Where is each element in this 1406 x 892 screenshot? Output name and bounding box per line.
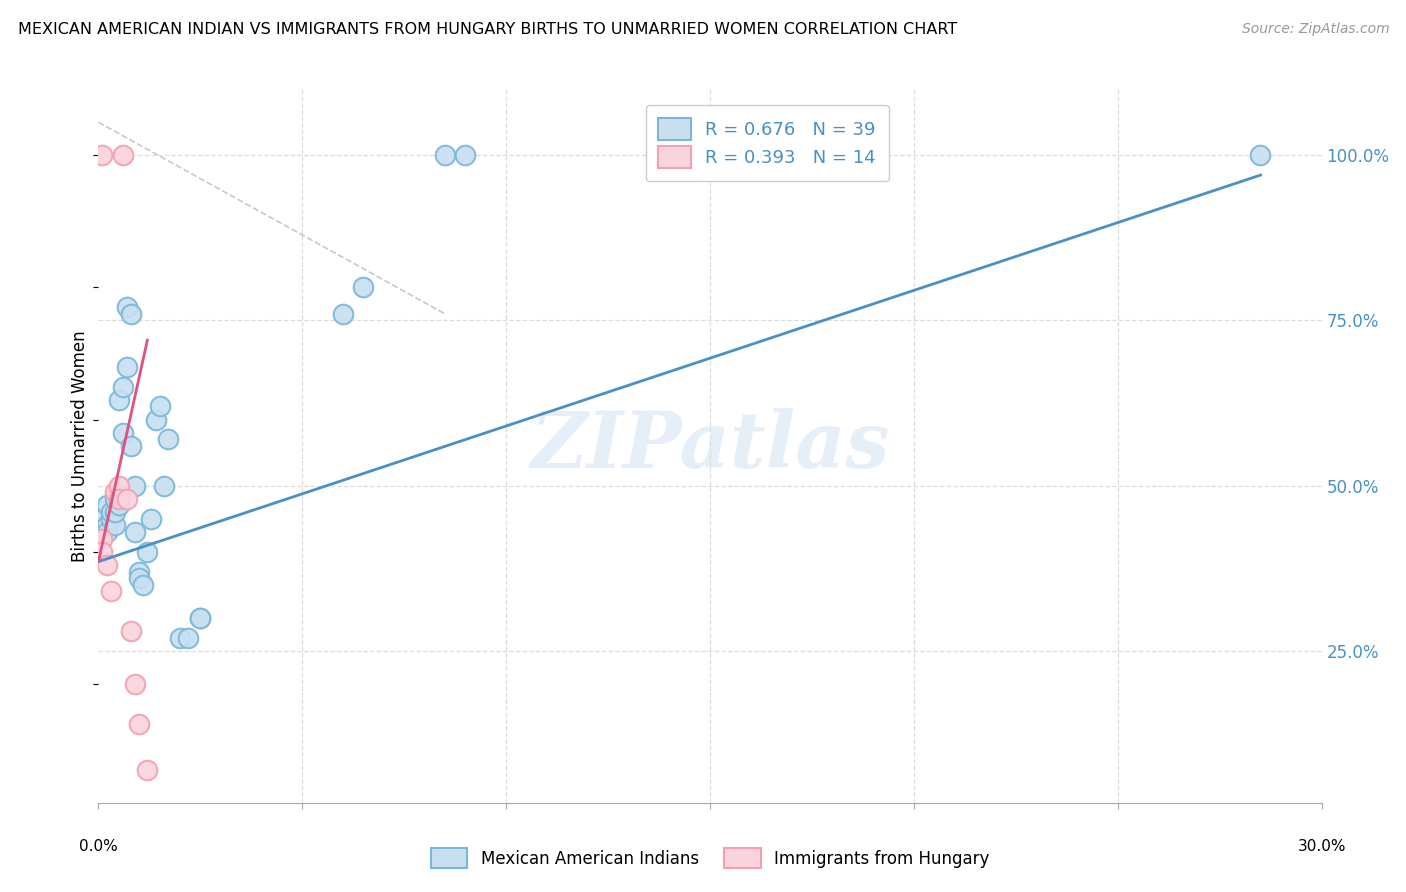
Point (91, 524, 114, 539)
Point (120, 307, 142, 321)
Point (124, 677, 146, 691)
Text: MEXICAN AMERICAN INDIAN VS IMMIGRANTS FROM HUNGARY BIRTHS TO UNMARRIED WOMEN COR: MEXICAN AMERICAN INDIAN VS IMMIGRANTS FR… (18, 22, 957, 37)
Point (332, 307, 354, 321)
Point (128, 716, 150, 731)
Point (115, 359, 138, 374)
Point (108, 499, 131, 513)
Point (177, 631, 200, 645)
Point (108, 392, 131, 407)
Point (104, 485, 127, 500)
Text: Source: ZipAtlas.com: Source: ZipAtlas.com (1241, 22, 1389, 37)
Point (1249, 148, 1271, 162)
Point (108, 491, 131, 506)
Point (91, 545, 114, 559)
Point (188, 611, 212, 625)
Point (136, 545, 159, 559)
Point (454, 148, 477, 162)
Point (104, 505, 127, 519)
Point (100, 584, 122, 599)
Point (188, 611, 212, 625)
Point (149, 400, 172, 414)
Point (91, 148, 114, 162)
Point (136, 763, 159, 777)
Point (128, 571, 150, 585)
Point (156, 433, 179, 447)
Point (104, 491, 127, 506)
Point (120, 624, 142, 638)
Point (96, 558, 118, 572)
Text: 0.0%: 0.0% (79, 839, 118, 855)
Point (91, 532, 114, 546)
Point (111, 425, 134, 440)
Point (132, 578, 155, 592)
Point (124, 524, 146, 539)
Text: ZIPatlas: ZIPatlas (530, 408, 890, 484)
Point (96, 524, 118, 539)
Point (141, 511, 163, 525)
Point (120, 439, 142, 453)
Point (108, 478, 131, 492)
Point (91, 511, 114, 525)
Point (111, 148, 134, 162)
Point (128, 565, 150, 579)
Point (100, 505, 122, 519)
Legend: Mexican American Indians, Immigrants from Hungary: Mexican American Indians, Immigrants fro… (422, 839, 998, 877)
Point (96, 518, 118, 533)
Point (169, 631, 191, 645)
Y-axis label: Births to Unmarried Women: Births to Unmarried Women (70, 330, 89, 562)
Point (104, 518, 127, 533)
Point (111, 379, 134, 393)
Point (96, 499, 118, 513)
Point (100, 511, 122, 525)
Point (145, 412, 167, 426)
Point (152, 478, 174, 492)
Point (115, 300, 138, 314)
Point (115, 491, 138, 506)
Point (352, 280, 374, 294)
Point (108, 491, 131, 506)
Point (434, 148, 457, 162)
Text: 30.0%: 30.0% (1298, 839, 1346, 855)
Point (124, 478, 146, 492)
